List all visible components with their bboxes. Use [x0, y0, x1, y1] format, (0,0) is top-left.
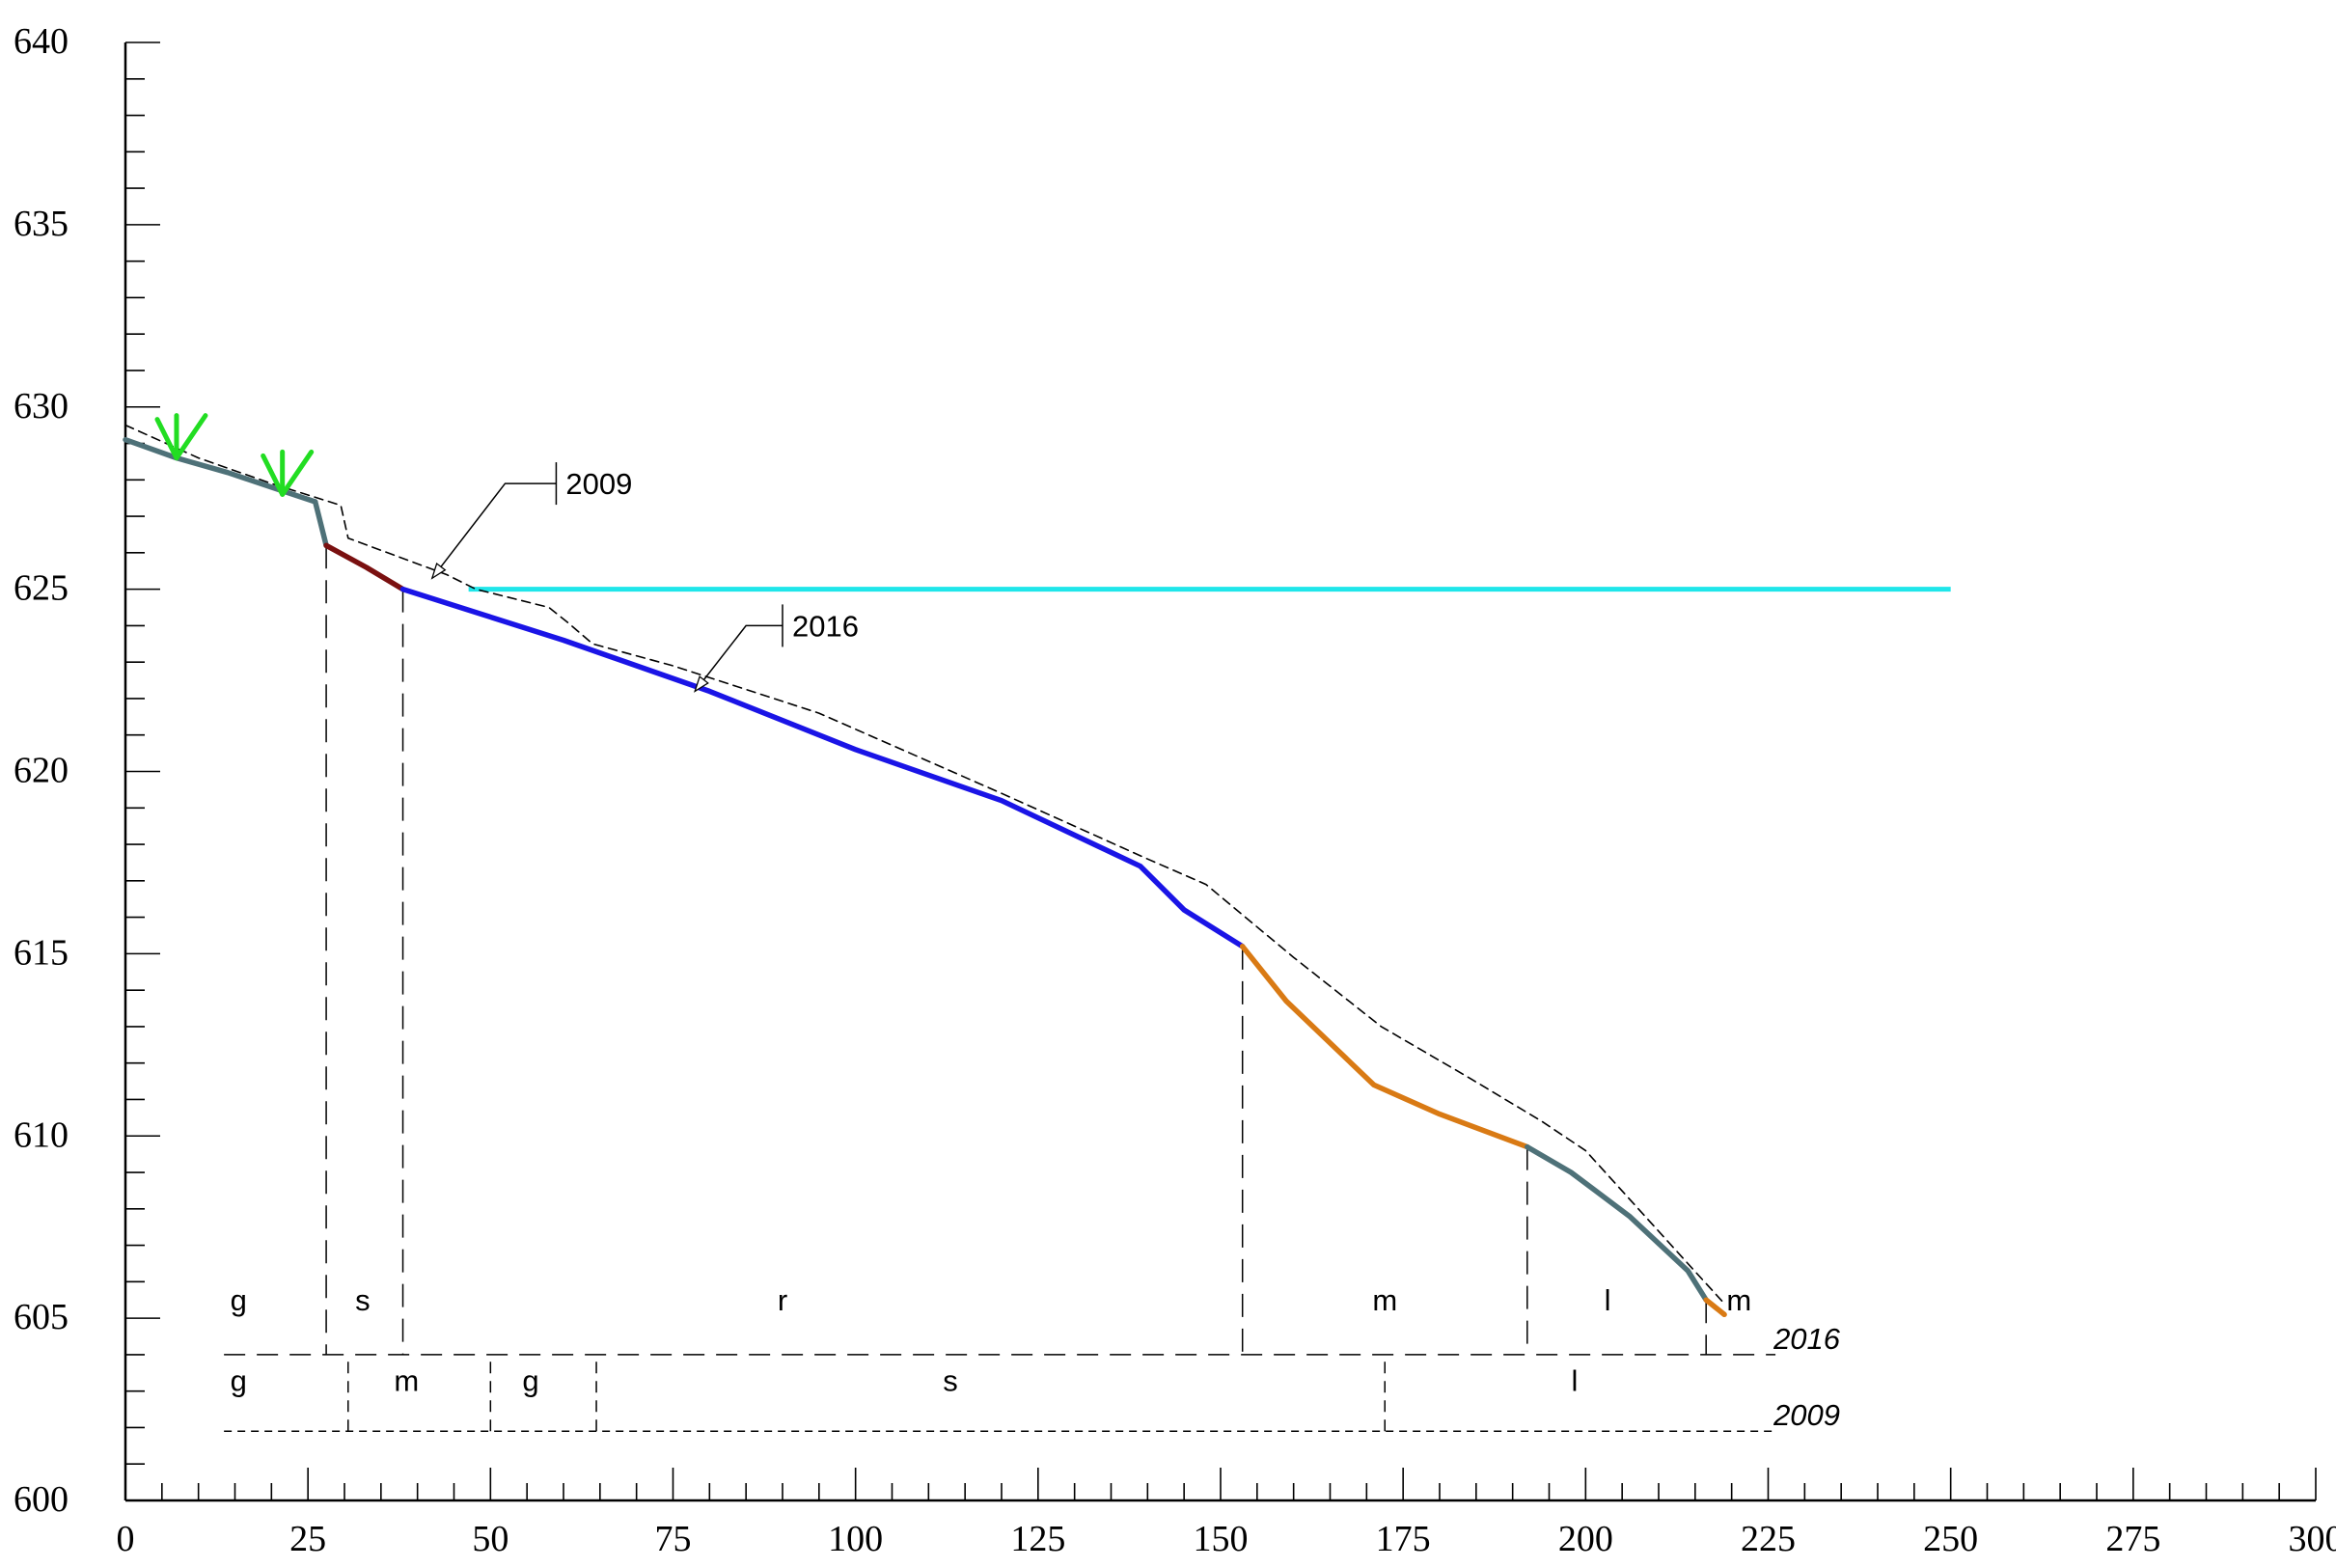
annotation-label: 2016: [792, 609, 859, 643]
markers: [154, 413, 315, 497]
arrow-down-icon: [154, 413, 208, 461]
x-tick-label: 150: [1194, 1519, 1249, 1559]
profile-2016-segment: [323, 542, 406, 592]
x-tick-label: 75: [655, 1519, 692, 1559]
x-tick-label: 0: [117, 1519, 135, 1559]
classification-rows: g s r m l m 2016 g m g s l 2009: [224, 1283, 1841, 1432]
profiles: [123, 424, 1727, 1318]
axes: [124, 42, 2316, 1502]
y-tick-label: 640: [14, 21, 69, 62]
profile-2016-segment: [123, 436, 318, 505]
row-label-2009: l: [1572, 1363, 1579, 1397]
profile-2016-segment: [1703, 1297, 1727, 1318]
y-tick-label: 625: [14, 568, 69, 609]
annotation-2009: 2009: [430, 462, 632, 580]
profile-2016-segment: [399, 586, 1246, 949]
row-label-2016: g: [231, 1283, 247, 1317]
y-tick-label: 620: [14, 751, 69, 791]
arrow-down-icon: [261, 449, 315, 497]
row-label-2009: g: [231, 1363, 247, 1397]
y-tick-label: 630: [14, 386, 69, 426]
row-label-2009: s: [943, 1363, 958, 1397]
profile-2016-segment: [1239, 944, 1530, 1150]
row-label-2016: l: [1605, 1283, 1611, 1317]
row-label-2016: m: [1726, 1283, 1751, 1317]
boundary-lines: [325, 545, 1707, 1355]
annotation-2016: 2016: [694, 604, 859, 693]
row-label-2016: s: [355, 1283, 371, 1317]
profile-2016-segment: [1525, 1143, 1709, 1303]
x-tick-label: 50: [472, 1519, 508, 1559]
y-tick-label: 605: [14, 1297, 69, 1337]
x-tick-label: 100: [828, 1519, 883, 1559]
x-tick-label: 225: [1741, 1519, 1796, 1559]
row-label-2016: m: [1372, 1283, 1397, 1317]
x-tick-label: 25: [289, 1519, 326, 1559]
x-tick-label: 175: [1376, 1519, 1431, 1559]
y-tick-label: 610: [14, 1114, 69, 1155]
row-year-label: 2016: [1773, 1322, 1841, 1356]
y-axis-ticks: 600 605 610 615 620 625 630 635 640: [14, 21, 160, 1520]
x-tick-label: 300: [2289, 1519, 2336, 1559]
row-year-label: 2009: [1773, 1398, 1840, 1432]
x-tick-label: 200: [1558, 1519, 1613, 1559]
row-label-2016: r: [778, 1283, 787, 1317]
x-tick-label: 275: [2105, 1519, 2160, 1559]
row-label-2009: m: [394, 1363, 419, 1397]
profile-2016-segment: [312, 499, 329, 549]
y-tick-label: 600: [14, 1479, 69, 1520]
x-axis-ticks: 0 25 50 75 100 125 150 175 200 225 250 275 300: [117, 1468, 2336, 1559]
annotations: 2009 2016: [430, 462, 859, 693]
x-tick-label: 250: [1923, 1519, 1978, 1559]
x-tick-label: 125: [1010, 1519, 1065, 1559]
y-tick-label: 615: [14, 932, 69, 973]
annotation-label: 2009: [565, 467, 632, 501]
profile-2009-segment: [124, 424, 1725, 1305]
row-label-2009: g: [522, 1363, 538, 1397]
y-tick-label: 635: [14, 204, 69, 244]
